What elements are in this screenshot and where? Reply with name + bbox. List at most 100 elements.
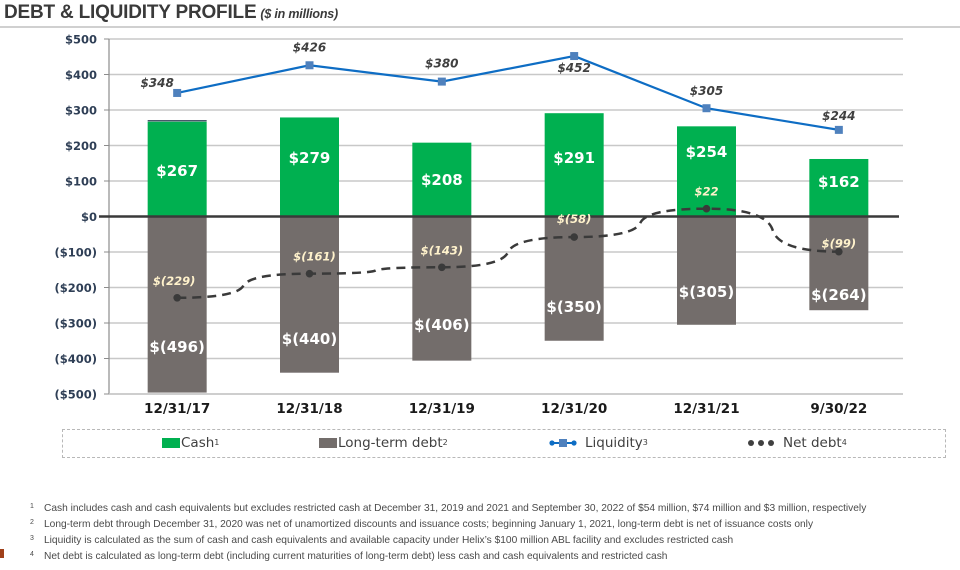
legend-label-liquidity: Liquidity [585,435,643,451]
legend-label-debt: Long-term debt [338,435,443,451]
debt-bar-label: $(264) [811,286,866,304]
net-debt-marker [702,204,711,213]
y-tick-label: ($100) [54,246,97,260]
x-tick-label: 12/31/18 [276,401,342,417]
y-axis-ticks: $500 $400 $300 $200 $100 $0 ($100) ($200) ($300)… [54,33,97,402]
debt-bar [412,216,472,361]
liquidity-label: $348 [140,76,173,90]
cash-bar-label: $162 [818,173,860,191]
cash-bar [412,142,472,217]
brand-mark [0,549,4,558]
y-tick-label: ($200) [54,281,97,295]
footnote-2: 2 Long-term debt through December 31, 202… [30,517,866,533]
y-tick-label: $500 [65,33,97,47]
legend-label-cash: Cash [181,435,215,451]
footnote-text: Net debt is calculated as long-term debt… [44,551,668,562]
x-tick-label: 12/31/17 [144,401,210,417]
debt-liquidity-chart: $500 $400 $300 $200 $100 $0 ($100) ($200) ($300)… [54,33,903,417]
liquidity-marker [437,77,446,86]
axes [99,39,903,395]
footnote-text: Long-term debt through December 31, 2020… [44,519,814,530]
cash-bar [147,121,207,217]
liquidity-marker [173,88,182,97]
cash-bar [809,158,869,217]
debt-bar [147,216,207,393]
cash-bar [544,113,604,217]
y-tick-label: $400 [65,68,97,82]
x-tick-label: 9/30/22 [810,401,867,417]
footnote-4: 4 Net debt is calculated as long-term deb… [30,549,866,565]
debt-bar [809,216,869,311]
legend-label-net-debt: Net debt [783,435,842,451]
net-debt-marker [570,233,578,241]
chart-legend: Cash 1 Long-term debt 2 Liquidity 3 Net deb… [62,429,946,458]
net-debt-line [177,207,839,300]
cash-bar-label: $254 [686,143,728,161]
y-tick-label: ($400) [54,352,97,366]
x-axis-ticks: 12/31/17 12/31/18 12/31/19 12/31/20 12/31/21… [144,401,867,417]
bars [147,113,869,393]
y-tick-label: $0 [81,210,97,224]
footnote-text: Liquidity is calculated as the sum of ca… [44,535,734,546]
legend-item-net-debt: Net debt 4 [747,435,847,451]
x-tick-label: 12/31/20 [541,401,607,417]
footnote-number: 3 [30,535,34,542]
footnote-text: Cash includes cash and cash equivalents … [44,503,867,514]
liquidity-label: $380 [425,57,458,71]
liquidity-label: $426 [293,40,326,54]
debt-bar-label: $(496) [149,338,204,356]
cash-bar-label: $279 [289,149,331,167]
liquidity-line-marker-icon [549,439,577,447]
liquidity-marker [570,52,579,61]
cash-bar-label: $291 [553,149,595,167]
net-debt-label: $(229) [153,274,196,288]
debt-bar-label: $(440) [282,330,337,348]
cash-swatch [162,438,180,448]
y-tick-label: $300 [65,104,97,118]
liquidity-line [176,54,840,131]
footnote-3: 3 Liquidity is calculated as the sum of c… [30,533,866,549]
net-debt-marker [438,263,446,272]
legend-item-liquidity: Liquidity 3 [549,435,648,451]
x-tick-label: 12/31/19 [409,401,475,417]
legend-item-long-term-debt: Long-term debt 2 [319,435,448,451]
debt-bar-label: $(406) [414,316,469,334]
liquidity-label: $244 [822,109,855,123]
footnote-number: 4 [30,551,34,558]
net-debt-label: $(161) [293,250,336,264]
series-lines [173,52,843,302]
debt-swatch [319,438,337,448]
net-debt-marker [173,293,181,302]
cash-bar-label: $208 [421,171,463,189]
net-debt-label: $(99) [822,237,857,251]
liquidity-marker [702,104,711,113]
liquidity-marker [834,125,843,134]
footnotes: 1 Cash includes cash and cash equivalents… [30,501,866,565]
title-subtitle: ($ in millions) [260,7,338,21]
liquidity-label: $305 [690,84,723,98]
title-text: DEBT & LIQUIDITY PROFILE [4,2,257,23]
y-tick-label: $200 [65,139,97,153]
debt-bar-label: $(350) [546,298,601,316]
data-labels: $267 $(496) $279 $(440) $208 $(406) $291 $(350)… [140,40,866,356]
footnote-number: 1 [30,503,34,510]
net-debt-marker [835,247,843,256]
y-tick-label: ($300) [54,317,97,331]
net-debt-marker [305,269,314,278]
x-tick-label: 12/31/21 [673,401,739,417]
net-debt-label: $(58) [557,212,592,226]
legend-item-cash: Cash 1 [162,435,219,451]
footnote-1: 1 Cash includes cash and cash equivalents… [30,501,866,517]
cash-bar [677,126,736,217]
cash-bar [280,117,339,217]
net-debt-label: $(143) [421,243,464,257]
debt-bar [280,216,339,373]
footnote-number: 2 [30,519,34,526]
net-debt-dots-icon [748,440,774,446]
y-tick-label: $100 [65,175,97,189]
cash-bar-label: $267 [156,162,198,180]
title-divider [0,26,960,28]
net-debt-label: $22 [694,185,718,199]
page-title: DEBT & LIQUIDITY PROFILE ($ in millions) [4,2,338,24]
y-tick-label: ($500) [54,388,97,402]
